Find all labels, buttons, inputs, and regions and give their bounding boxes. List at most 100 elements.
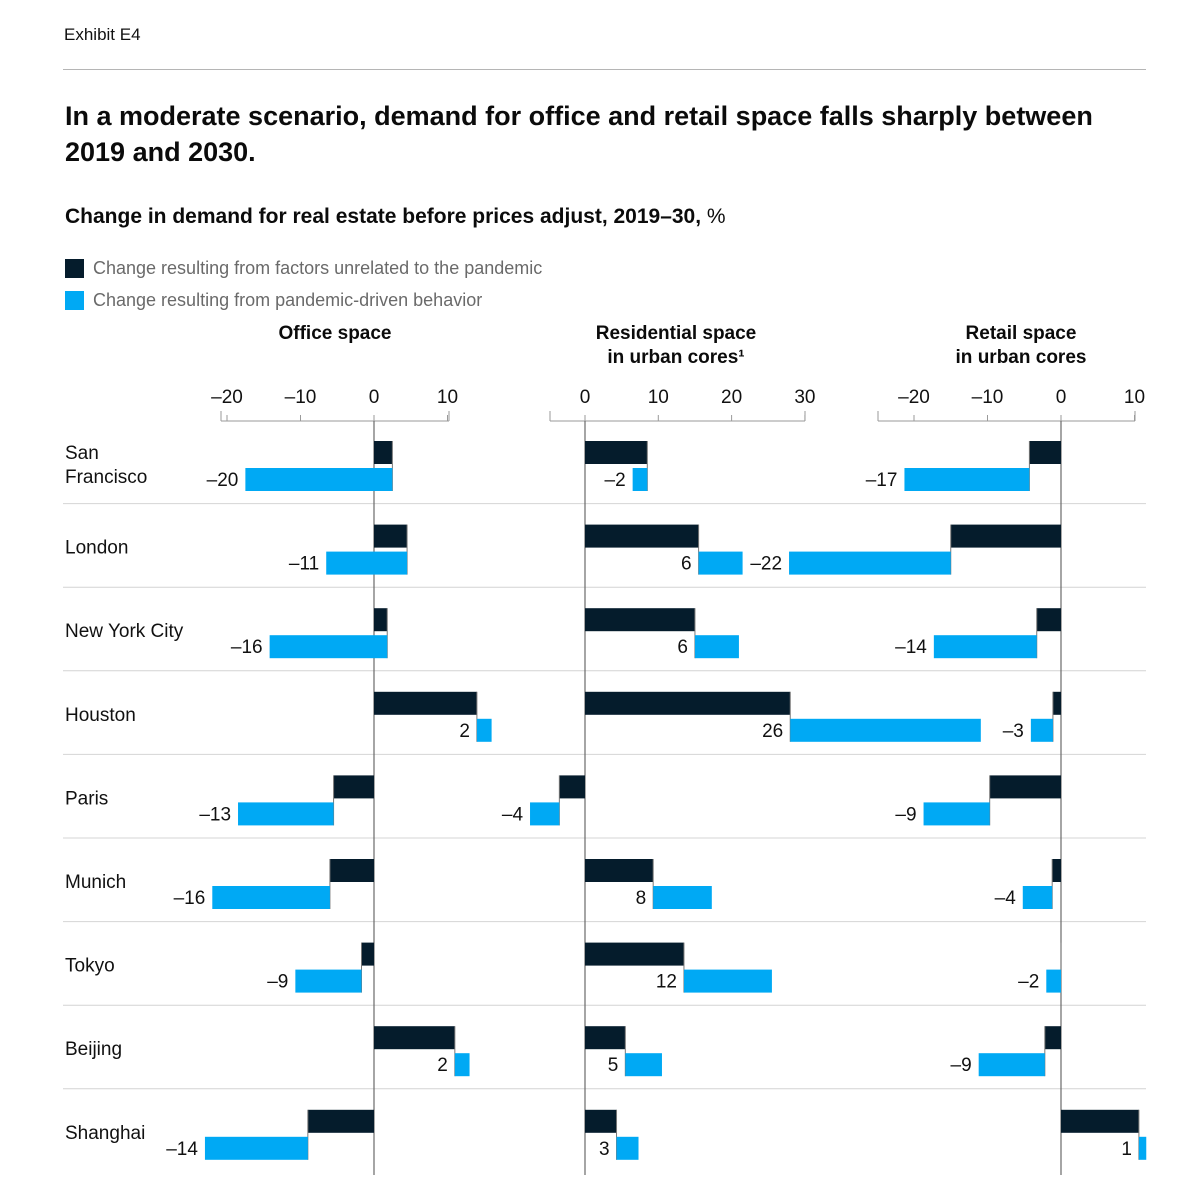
bar-value-label: –16 bbox=[174, 888, 206, 909]
panel-title: Retail space bbox=[966, 323, 1077, 344]
bar-pandemic bbox=[904, 468, 1030, 491]
bar-value-label: –13 bbox=[199, 804, 231, 825]
bar-nonpandemic bbox=[333, 775, 374, 799]
bar-nonpandemic bbox=[585, 942, 684, 966]
bar-value-label: –17 bbox=[866, 470, 898, 491]
city-label-line: Francisco bbox=[65, 467, 147, 488]
bar-value-label: –9 bbox=[895, 804, 916, 825]
x-tick-label: 30 bbox=[794, 387, 815, 408]
bar-pandemic bbox=[212, 886, 330, 909]
bar-pandemic bbox=[245, 468, 393, 491]
bar-pandemic bbox=[632, 468, 648, 491]
x-tick-label: –20 bbox=[211, 387, 243, 408]
bar-value-label: –14 bbox=[895, 637, 927, 658]
x-tick-label: –10 bbox=[972, 387, 1004, 408]
city-label: Munich bbox=[65, 872, 126, 893]
subtitle-main: Change in demand for real estate before … bbox=[65, 205, 702, 228]
bar-pandemic bbox=[238, 802, 334, 826]
bar-nonpandemic bbox=[1052, 859, 1061, 882]
panel-title: Office space bbox=[279, 323, 392, 344]
x-tick-label: –10 bbox=[285, 387, 317, 408]
legend-label-pandemic: Change resulting from pandemic-driven be… bbox=[93, 290, 483, 310]
bar-nonpandemic bbox=[1036, 608, 1061, 632]
bar-value-label: –14 bbox=[166, 1139, 198, 1160]
bar-nonpandemic bbox=[1044, 1026, 1061, 1050]
bar-pandemic bbox=[616, 1136, 639, 1160]
bar-value-label: 5 bbox=[608, 1055, 619, 1076]
bar-pandemic bbox=[790, 718, 981, 742]
bar-pandemic bbox=[326, 551, 408, 575]
bar-value-label: 2 bbox=[459, 721, 470, 742]
city-label: San Francisco bbox=[65, 443, 147, 488]
bar-value-label: –2 bbox=[1018, 972, 1039, 993]
city-label-line: Paris bbox=[65, 788, 108, 809]
city-label: Beijing bbox=[65, 1039, 122, 1060]
bar-nonpandemic bbox=[989, 775, 1061, 799]
panel-title: in urban cores¹ bbox=[607, 347, 744, 368]
bar-pandemic bbox=[269, 635, 388, 659]
bar-value-label: –22 bbox=[750, 554, 782, 575]
city-label-line: London bbox=[65, 538, 128, 559]
bar-nonpandemic bbox=[374, 441, 393, 464]
panel-title: Residential space bbox=[596, 323, 757, 344]
bar-pandemic bbox=[789, 551, 951, 575]
city-label: Tokyo bbox=[65, 956, 115, 977]
bar-value-label: –3 bbox=[1003, 721, 1024, 742]
bar-nonpandemic bbox=[585, 1026, 626, 1050]
bar-value-label: 8 bbox=[636, 888, 647, 909]
legend-label-nonpandemic: Change resulting from factors unrelated … bbox=[93, 258, 543, 278]
exhibit-label: Exhibit E4 bbox=[64, 25, 141, 44]
bar-value-label: 6 bbox=[681, 554, 692, 575]
bar-nonpandemic bbox=[950, 524, 1061, 548]
bar-value-label: 6 bbox=[677, 637, 688, 658]
city-label: Shanghai bbox=[65, 1123, 145, 1144]
bar-pandemic bbox=[625, 1053, 662, 1077]
bar-nonpandemic bbox=[374, 524, 408, 548]
bar-pandemic bbox=[683, 969, 772, 993]
bar-pandemic bbox=[923, 802, 990, 826]
bar-pandemic bbox=[454, 1053, 470, 1077]
bar-nonpandemic bbox=[585, 441, 648, 464]
bar-pandemic bbox=[204, 1136, 308, 1160]
bar-value-label: 12 bbox=[656, 972, 677, 993]
bar-pandemic bbox=[653, 886, 712, 909]
legend-swatch-dark bbox=[65, 259, 84, 278]
city-label-line: Houston bbox=[65, 705, 136, 726]
city-label: London bbox=[65, 538, 128, 559]
legend-swatch-blue bbox=[65, 291, 84, 310]
bar-nonpandemic bbox=[585, 608, 695, 632]
bar-nonpandemic bbox=[361, 942, 374, 966]
bar-pandemic bbox=[698, 551, 743, 575]
bar-value-label: 3 bbox=[599, 1139, 610, 1160]
city-label-line: New York City bbox=[65, 621, 184, 642]
bar-nonpandemic bbox=[1061, 1109, 1139, 1133]
legend-item-pandemic: Change resulting from pandemic-driven be… bbox=[65, 290, 482, 311]
bar-pandemic bbox=[978, 1053, 1045, 1077]
bar-value-label: 26 bbox=[762, 721, 783, 742]
bar-pandemic bbox=[1138, 1136, 1147, 1160]
bar-value-label: 2 bbox=[437, 1055, 448, 1076]
bar-pandemic bbox=[1022, 886, 1053, 909]
city-label-line: Munich bbox=[65, 872, 126, 893]
x-tick-label: 10 bbox=[437, 387, 458, 408]
bar-pandemic bbox=[1030, 718, 1053, 742]
bar-pandemic bbox=[530, 802, 560, 826]
subtitle-unit: % bbox=[701, 205, 726, 228]
bar-nonpandemic bbox=[585, 524, 699, 548]
bar-nonpandemic bbox=[1052, 691, 1061, 715]
x-tick-label: 20 bbox=[721, 387, 742, 408]
x-tick-label: 10 bbox=[648, 387, 669, 408]
bar-value-label: –9 bbox=[951, 1055, 972, 1076]
bar-value-label: –16 bbox=[231, 637, 263, 658]
bar-nonpandemic bbox=[585, 691, 791, 715]
bar-nonpandemic bbox=[559, 775, 585, 799]
city-label: Paris bbox=[65, 788, 108, 809]
top-divider bbox=[63, 69, 1146, 70]
chart-subtitle: Change in demand for real estate before … bbox=[65, 205, 726, 229]
x-tick-label: 10 bbox=[1124, 387, 1145, 408]
panel-title: in urban cores bbox=[956, 347, 1087, 368]
city-label: New York City bbox=[65, 621, 184, 642]
legend-item-nonpandemic: Change resulting from factors unrelated … bbox=[65, 258, 542, 279]
bar-nonpandemic bbox=[374, 1026, 455, 1050]
bar-value-label: –11 bbox=[289, 554, 319, 575]
